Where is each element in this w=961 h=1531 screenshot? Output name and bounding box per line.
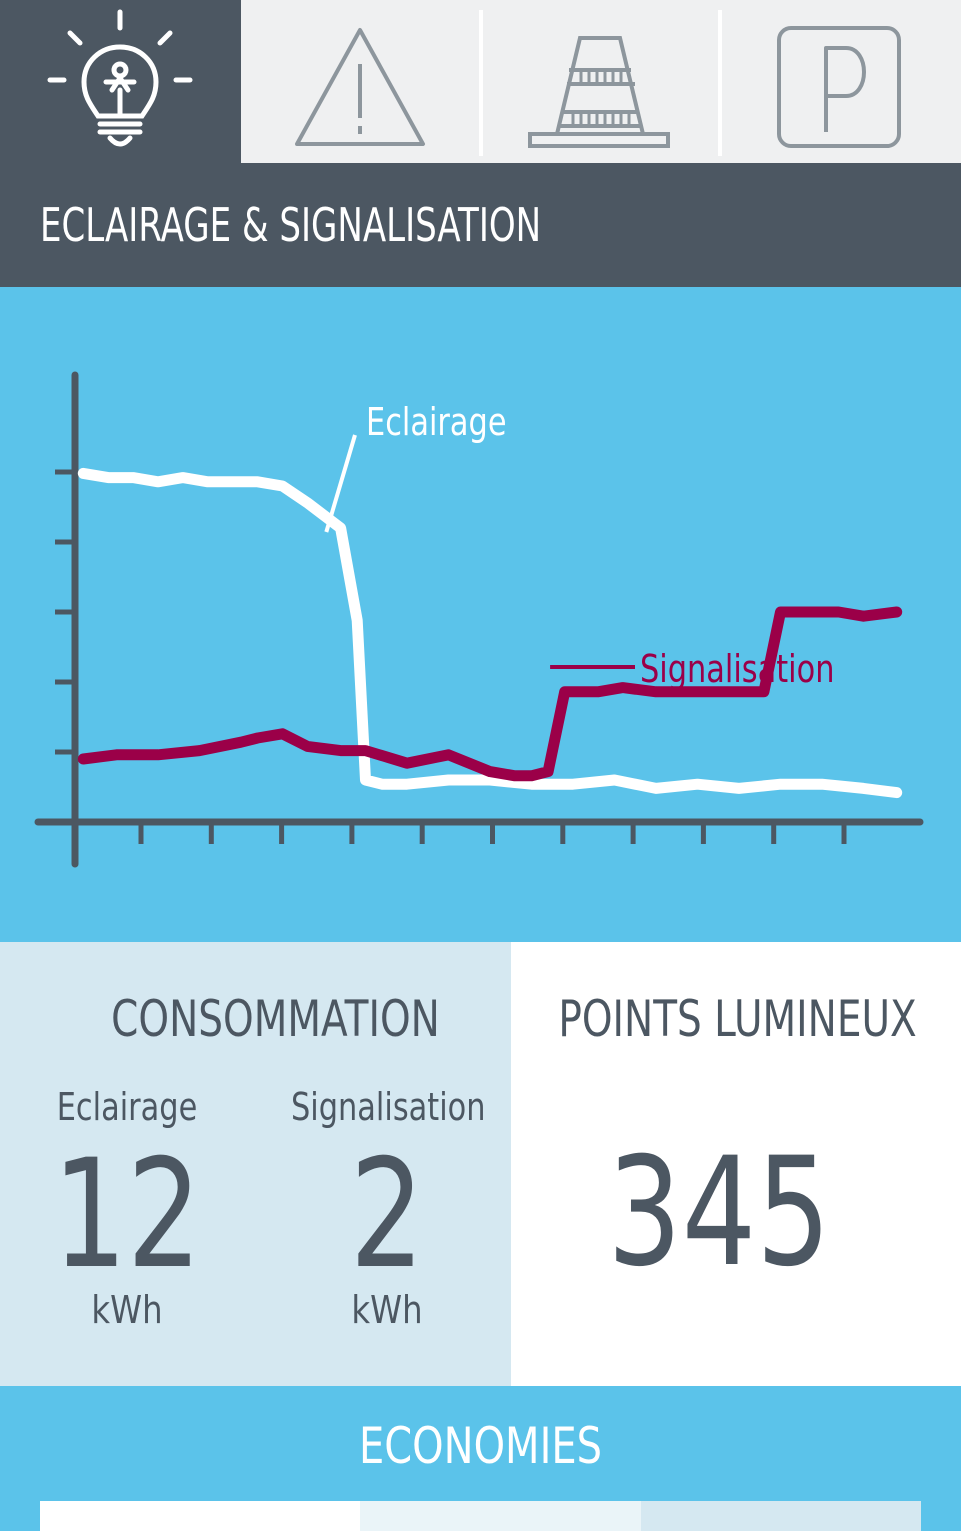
tab-divider bbox=[718, 10, 722, 156]
economies-segment bbox=[40, 1501, 360, 1531]
tab-signalisation[interactable] bbox=[241, 0, 479, 163]
signalisation-series-label: Signalisation bbox=[640, 648, 835, 692]
tab-parking[interactable] bbox=[722, 0, 961, 163]
signalisation-label: Signalisation bbox=[291, 1085, 486, 1129]
economies-title: ECONOMIES bbox=[358, 1417, 603, 1475]
lightbulb-icon bbox=[47, 9, 193, 147]
eclairage-series-label: Eclairage bbox=[366, 401, 507, 445]
eclairage-label: Eclairage bbox=[56, 1085, 198, 1129]
section-header: ECLAIRAGE & SIGNALISATION bbox=[0, 163, 961, 287]
points-value: 345 bbox=[607, 1126, 831, 1300]
chart-labels: Eclairage Signalisation bbox=[324, 401, 835, 692]
tab-divider bbox=[479, 10, 483, 156]
parking-sign-icon bbox=[777, 26, 901, 148]
category-tab-bar bbox=[0, 0, 961, 163]
consumption-panel: CONSOMMATION Eclairage 12 kWh Signalisat… bbox=[0, 942, 511, 1386]
series-line-signalisation bbox=[77, 606, 903, 782]
traffic-cone-icon bbox=[528, 36, 670, 148]
chart-series bbox=[77, 467, 903, 799]
page-title: ECLAIRAGE & SIGNALISATION bbox=[40, 198, 542, 252]
series-line-eclairage bbox=[77, 467, 903, 799]
chart-axes bbox=[34, 371, 924, 868]
warning-triangle-icon bbox=[295, 28, 425, 146]
consumption-chart-panel: Eclairage Signalisation bbox=[0, 287, 961, 942]
stats-section: CONSOMMATION Eclairage 12 kWh Signalisat… bbox=[0, 942, 961, 1386]
eclairage-unit: kWh bbox=[91, 1288, 163, 1332]
tab-travaux[interactable] bbox=[483, 0, 718, 163]
consumption-chart: Eclairage Signalisation bbox=[34, 371, 924, 868]
signalisation-unit: kWh bbox=[351, 1288, 423, 1332]
eclairage-value: 12 bbox=[52, 1128, 202, 1302]
points-title: POINTS LUMINEUX bbox=[558, 990, 917, 1048]
eclairage-leader-line bbox=[324, 434, 357, 533]
tab-eclairage[interactable] bbox=[0, 0, 241, 163]
economies-segment bbox=[641, 1501, 921, 1531]
economies-section: ECONOMIES bbox=[0, 1386, 961, 1531]
economies-segment bbox=[360, 1501, 641, 1531]
points-lumineux-panel: POINTS LUMINEUX 345 bbox=[513, 942, 961, 1386]
consumption-title: CONSOMMATION bbox=[111, 990, 440, 1048]
signalisation-value: 2 bbox=[349, 1128, 425, 1302]
